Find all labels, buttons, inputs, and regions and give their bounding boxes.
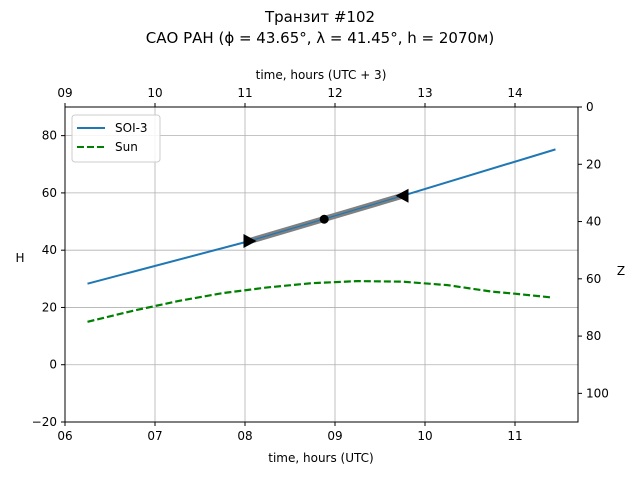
x-top-tick-label: 11 xyxy=(237,86,252,100)
plot-frame xyxy=(64,106,579,423)
z-tick-label: 80 xyxy=(586,329,601,343)
x-top-axis-label: time, hours (UTC + 3) xyxy=(256,68,387,82)
x-top-tick-label: 12 xyxy=(327,86,342,100)
chart-title-line1: Транзит #102 xyxy=(264,8,375,26)
x-tick-label: 09 xyxy=(327,429,342,443)
y-tick-label: 0 xyxy=(49,358,57,372)
x-top-tick-label: 14 xyxy=(507,86,522,100)
y-tick-label: −20 xyxy=(32,415,57,429)
y-tick-label: 40 xyxy=(42,243,57,257)
x-tick-label: 08 xyxy=(237,429,252,443)
marker-transit-start xyxy=(243,234,257,249)
z-axis-label: Z xyxy=(617,264,625,278)
x-tick-label: 10 xyxy=(417,429,432,443)
legend-box xyxy=(71,114,161,163)
z-tick-label: 60 xyxy=(586,272,601,286)
x-tick-label: 06 xyxy=(57,429,72,443)
legend-label-soi-3: SOI-3 xyxy=(115,121,148,135)
z-tick-label: 20 xyxy=(586,157,601,171)
y-axis-label: H xyxy=(15,251,24,265)
marker-transit-mid xyxy=(319,214,329,224)
x-top-tick-label: 13 xyxy=(417,86,432,100)
y-tick-label: 20 xyxy=(42,300,57,314)
x-tick-label: 11 xyxy=(507,429,522,443)
x-top-tick-label: 09 xyxy=(57,86,72,100)
marker-transit-end xyxy=(395,188,409,203)
series-line-sun xyxy=(87,280,552,323)
y-tick-label: 60 xyxy=(42,186,57,200)
x-top-tick-label: 10 xyxy=(147,86,162,100)
legend: SOI-3 Sun xyxy=(71,114,161,163)
x-tick-label: 07 xyxy=(147,429,162,443)
z-tick-label: 40 xyxy=(586,215,601,229)
chart-title-line2: САО РАН (ϕ = 43.65°, λ = 41.45°, h = 207… xyxy=(146,29,494,47)
legend-label-sun: Sun xyxy=(115,140,138,154)
z-tick-label: 100 xyxy=(586,386,609,400)
x-axis-label: time, hours (UTC) xyxy=(268,451,373,465)
z-tick-label: 0 xyxy=(586,100,594,114)
y-tick-label: 80 xyxy=(42,129,57,143)
